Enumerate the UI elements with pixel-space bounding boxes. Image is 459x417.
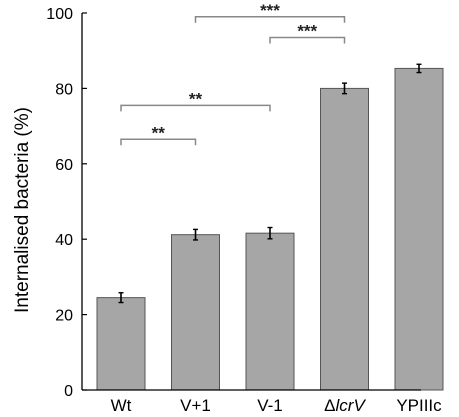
bar [320,87,369,391]
bar [394,67,444,391]
significance-label: ** [189,89,203,108]
bar [171,234,220,391]
significance-bracket [120,138,197,146]
significance-label: *** [297,22,317,41]
x-tick-label: V-1 [257,396,283,415]
y-tick-label: 20 [55,308,73,325]
x-tick-label: ΔlcrV [324,396,366,415]
significance-bracket [269,36,346,44]
x-tick-label: YPIIIc [396,396,442,415]
significance-bracket [194,16,346,23]
x-tick-label: V+1 [180,396,211,415]
y-tick-label: 100 [46,6,73,23]
y-tick-label: 40 [55,232,73,249]
y-tick-label: 60 [55,157,73,174]
y-axis-label: Internalised bacteria (%) [12,107,33,313]
significance-label: *** [260,1,280,20]
significance-bracket [120,104,271,112]
y-tick-label: 80 [55,81,73,98]
bar [245,232,295,391]
significance-label: ** [152,123,166,142]
x-tick-label: Wt [111,396,132,415]
y-tick-label: 0 [64,383,73,400]
bar [96,297,146,391]
